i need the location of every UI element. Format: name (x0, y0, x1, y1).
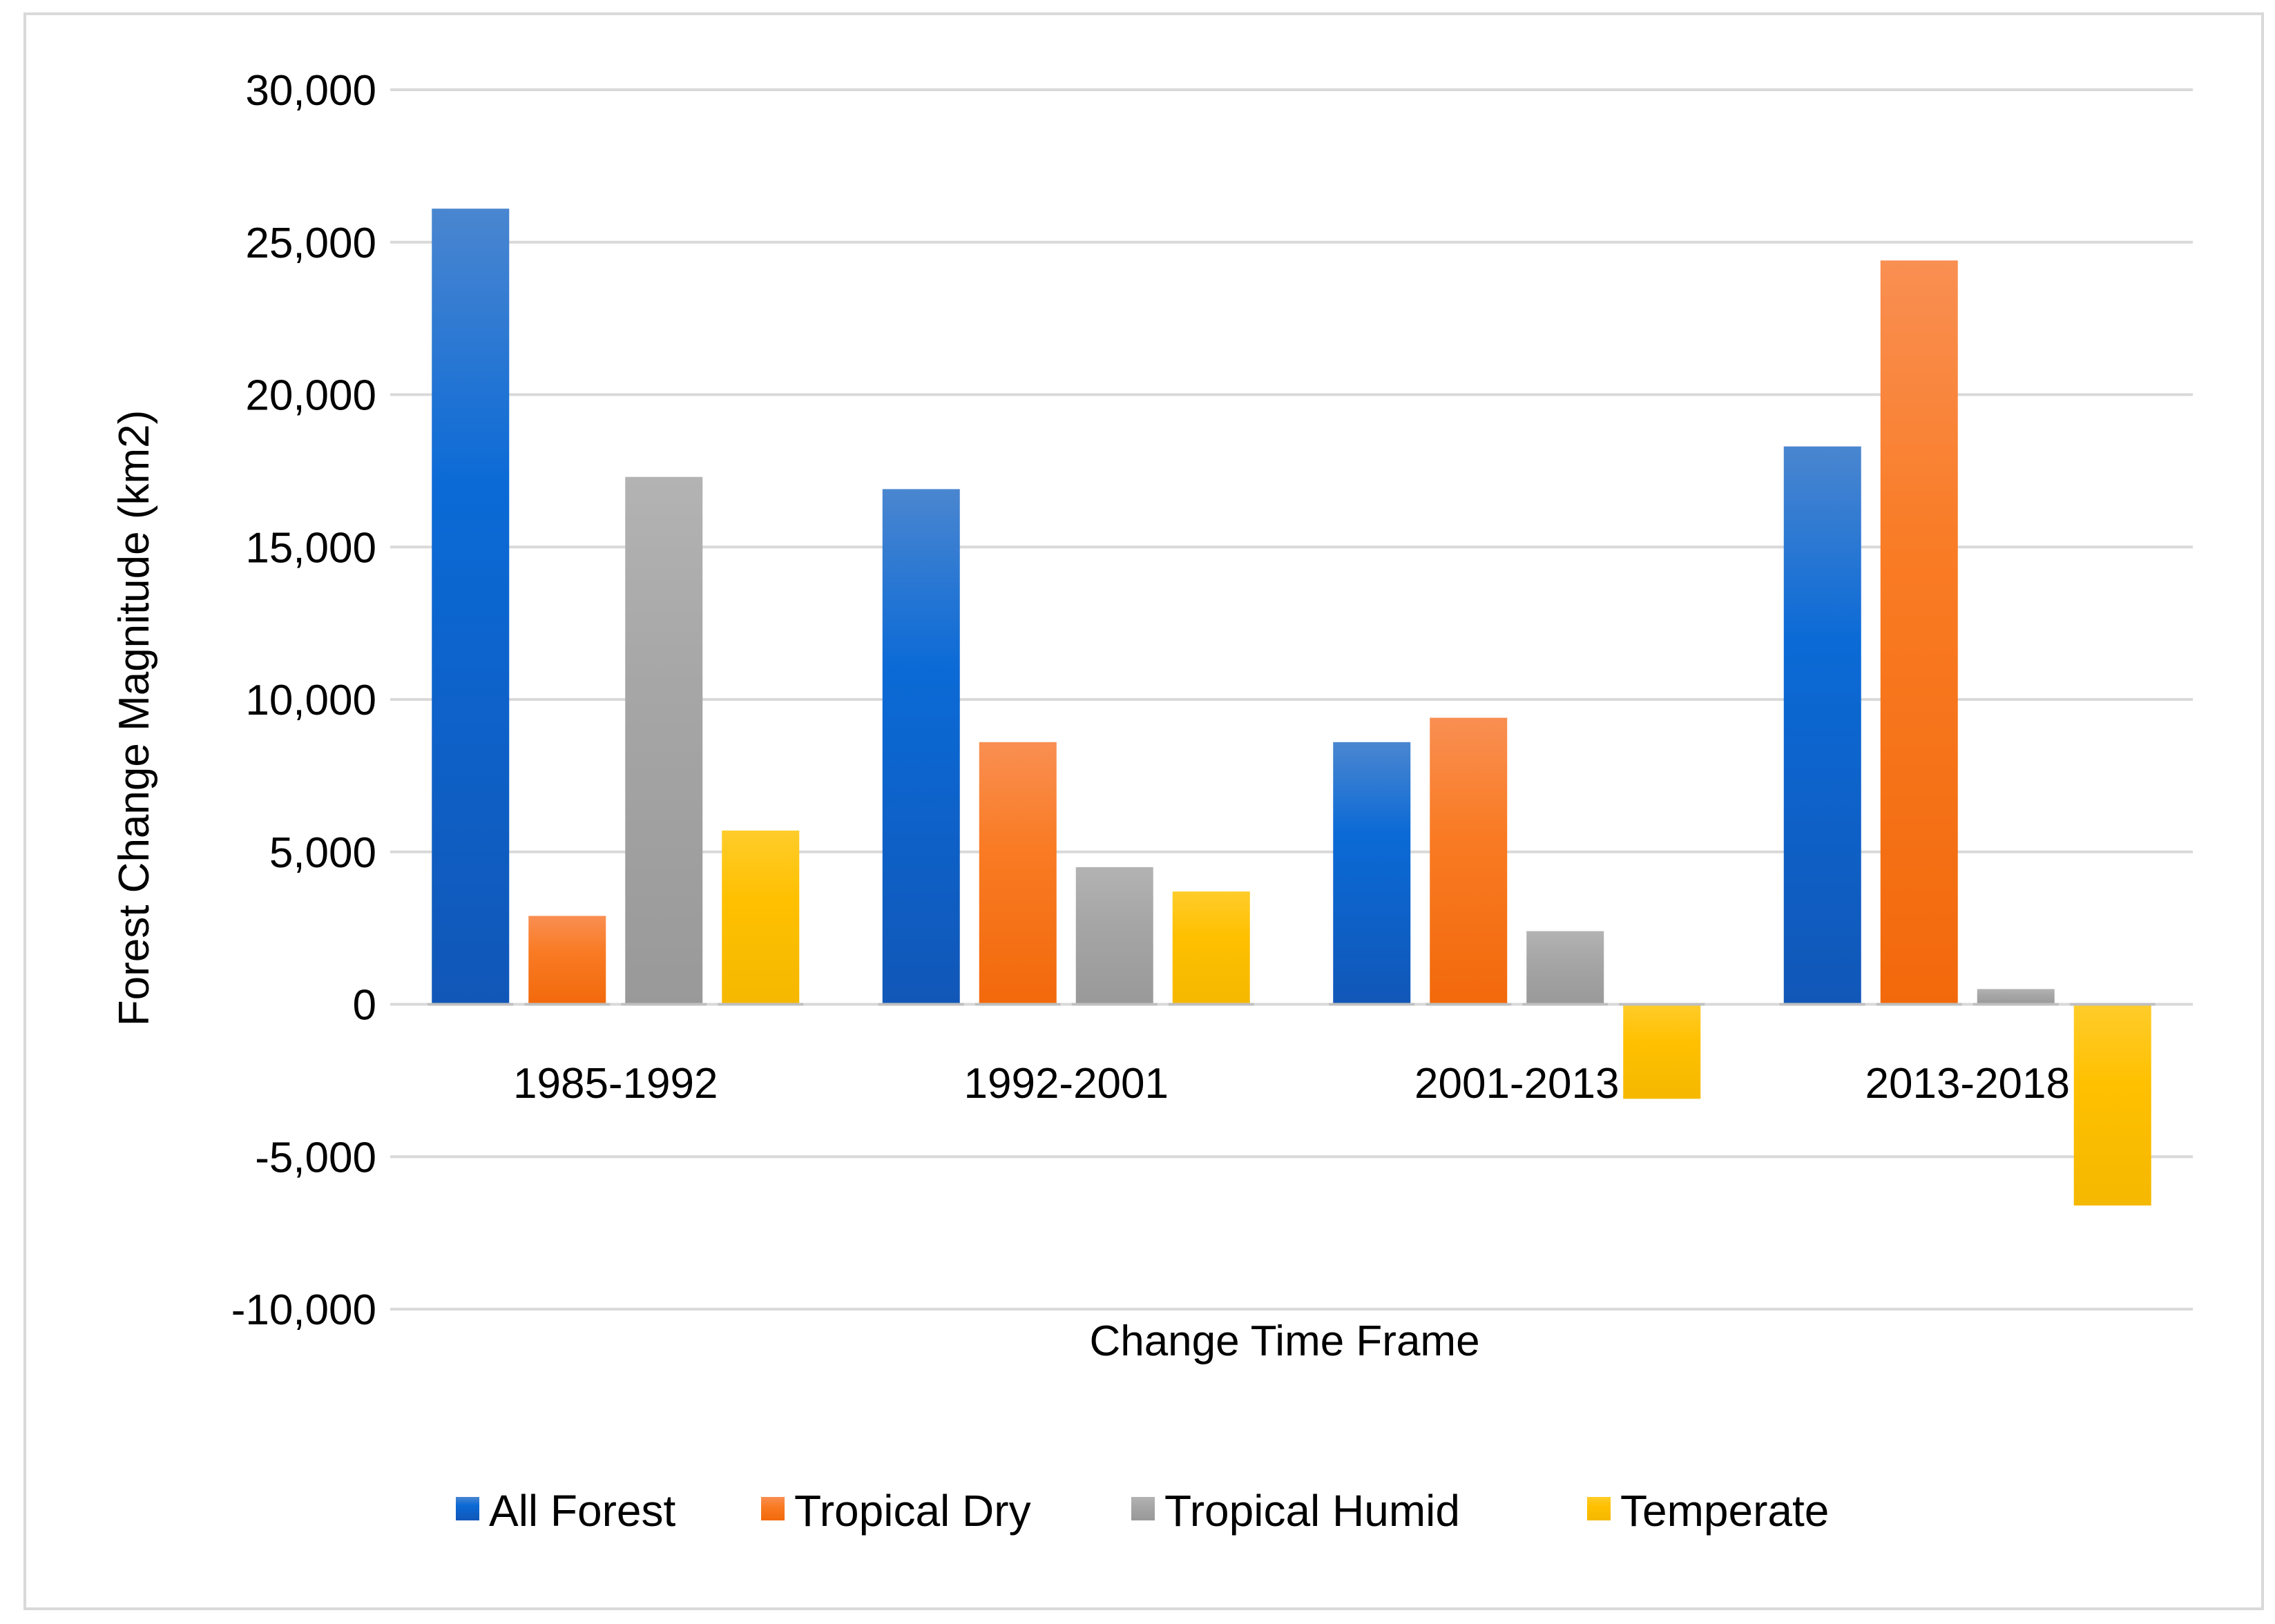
y-tick-label: 30,000 (245, 67, 376, 115)
legend-label: Temperate (1620, 1486, 1829, 1536)
bar-temperate-2001-2013 (1623, 1004, 1701, 1099)
y-tick-label: 25,000 (245, 220, 376, 267)
y-tick-label: -5,000 (255, 1134, 376, 1181)
legend-label: Tropical Humid (1164, 1486, 1460, 1536)
bar-tropical-humid-2013-2018 (1977, 989, 2055, 1005)
y-axis-title: Forest Change Magnitude (km2) (111, 410, 158, 1027)
y-tick-label: 5,000 (269, 829, 376, 877)
bar-all-forest-1992-2001 (882, 489, 960, 1005)
y-tick-label: 0 (353, 982, 376, 1030)
bar-temperate-1985-1992 (722, 830, 800, 1005)
bar-tropical-humid-2001-2013 (1526, 931, 1604, 1005)
y-tick-label: 15,000 (245, 524, 376, 572)
legend: All Forest Tropical Dry Tropical Humid Temp… (456, 1486, 1829, 1536)
bar-tropical-dry-2001-2013 (1430, 717, 1508, 1005)
y-tick-label: 10,000 (245, 677, 376, 724)
legend-label: All Forest (489, 1486, 676, 1536)
bar-tropical-dry-1985-1992 (528, 916, 606, 1005)
y-axis-tick-labels: 30,000 25,000 20,000 15,000 10,000 5,000 0 -5,0… (231, 67, 376, 1334)
legend-swatch-tropical-dry (761, 1497, 785, 1520)
bars (428, 209, 2156, 1206)
x-tick-label: 2013-2018 (1865, 1060, 2071, 1108)
x-axis-category-labels: 1985-1992 1992-2001 2001-2013 2013-2018 (513, 1060, 2070, 1108)
legend-swatch-temperate (1587, 1497, 1611, 1520)
legend-swatch-all-forest (456, 1497, 479, 1520)
x-tick-label: 2001-2013 (1414, 1060, 1620, 1108)
bar-all-forest-1985-1992 (432, 209, 510, 1005)
legend-swatch-tropical-humid (1131, 1497, 1155, 1520)
x-axis-title: Change Time Frame (1089, 1317, 1479, 1365)
x-tick-label: 1985-1992 (513, 1060, 718, 1108)
x-tick-label: 1992-2001 (964, 1060, 1169, 1108)
bar-tropical-dry-2013-2018 (1880, 260, 1958, 1005)
bar-all-forest-2013-2018 (1783, 446, 1861, 1005)
bar-temperate-1992-2001 (1172, 891, 1250, 1005)
legend-label: Tropical Dry (794, 1486, 1031, 1536)
y-tick-label: -10,000 (231, 1286, 376, 1334)
bar-tropical-humid-1985-1992 (625, 476, 703, 1005)
y-tick-label: 20,000 (245, 372, 376, 420)
bar-tropical-humid-1992-2001 (1075, 867, 1153, 1005)
bar-temperate-2013-2018 (2073, 1004, 2151, 1206)
bar-tropical-dry-1992-2001 (979, 742, 1057, 1005)
bar-all-forest-2001-2013 (1333, 742, 1411, 1005)
